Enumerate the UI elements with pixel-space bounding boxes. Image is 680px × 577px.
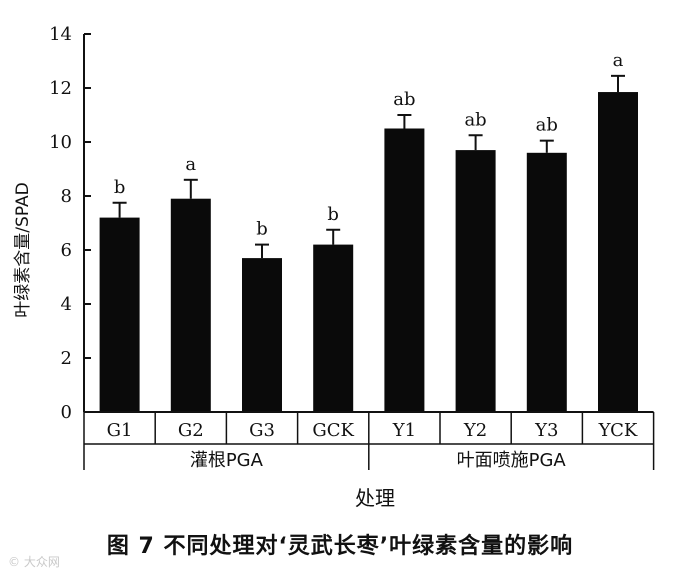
- y-axis-label: 叶绿素含量/SPAD: [13, 182, 33, 317]
- significance-label: ab: [536, 115, 558, 136]
- x-tick-label: G3: [249, 420, 275, 441]
- bar: [170, 198, 211, 412]
- significance-label: a: [613, 50, 624, 71]
- y-tick-label: 2: [61, 348, 72, 369]
- bar: [598, 92, 638, 413]
- significance-label: b: [114, 177, 126, 198]
- y-tick-label: 10: [49, 132, 72, 153]
- x-axis-label: 处理: [355, 486, 395, 510]
- x-tick-label: Y2: [463, 420, 487, 441]
- bar: [99, 217, 140, 412]
- watermark: © 大众网: [8, 555, 60, 569]
- bar: [455, 150, 496, 412]
- bar: [526, 152, 567, 413]
- significance-label: ab: [393, 89, 415, 110]
- x-tick-label: G2: [178, 420, 204, 441]
- y-tick-label: 14: [49, 24, 72, 45]
- x-tick-label: YCK: [598, 420, 638, 441]
- group-label: 叶面喷施PGA: [457, 450, 567, 471]
- significance-label: a: [185, 154, 196, 175]
- y-tick-label: 6: [61, 240, 72, 261]
- significance-label: b: [327, 204, 339, 225]
- y-tick-label: 8: [61, 186, 72, 207]
- bar: [313, 244, 354, 412]
- group-label: 灌根PGA: [190, 450, 264, 471]
- y-tick-label: 4: [61, 294, 72, 315]
- x-tick-label: G1: [107, 420, 133, 441]
- bar: [242, 258, 282, 412]
- figure-caption: 图 7 不同处理对‘灵武长枣’叶绿素含量的影响: [106, 534, 574, 559]
- x-tick-label: GCK: [312, 420, 354, 441]
- x-tick-label: Y1: [392, 420, 416, 441]
- y-tick-label: 12: [49, 78, 72, 99]
- bar: [384, 128, 425, 412]
- x-tick-label: Y3: [534, 420, 558, 441]
- y-tick-label: 0: [61, 402, 72, 423]
- significance-label: ab: [464, 109, 486, 130]
- significance-label: b: [256, 219, 268, 240]
